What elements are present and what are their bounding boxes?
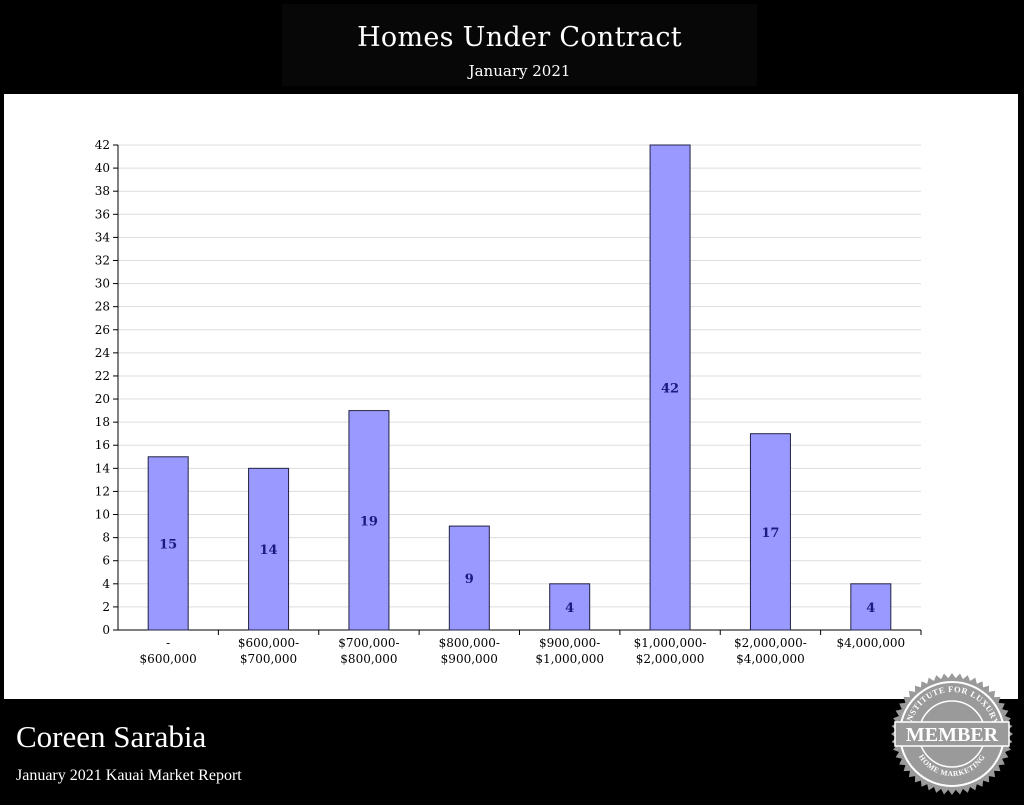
- chart-panel: 0 2 4 6 8 10 12 14 16 18 20 22 24 26 28 30 32 34 36 38 40 42 1…: [4, 94, 1018, 699]
- y-tick-label: 36: [95, 207, 110, 221]
- y-tick-label: 34: [95, 230, 111, 244]
- bar-chart: 0246810121416182022242628303234363840421…: [95, 138, 922, 666]
- member-seal-icon: INSTITUTE FOR LUXURY HOME MARKETING MEMB…: [891, 673, 1013, 795]
- x-tick-label: $2,000,000-$4,000,000: [734, 636, 807, 666]
- x-tick-label: $4,000,000: [836, 636, 905, 650]
- bar: [549, 583, 591, 631]
- bar: [749, 433, 791, 631]
- y-tick-label: 28: [95, 300, 110, 314]
- x-tick-label: -$600,000: [140, 636, 197, 666]
- bar: [649, 144, 691, 631]
- bar: [248, 467, 290, 631]
- y-tick-label: 2: [102, 600, 110, 614]
- y-tick-label: 26: [95, 323, 110, 337]
- bar-value-label: 15: [159, 537, 177, 552]
- x-tick-label: $1,000,000-$2,000,000: [634, 636, 707, 666]
- x-tick-label: $800,000-$900,000: [439, 636, 500, 666]
- y-tick-label: 40: [95, 161, 110, 175]
- y-tick-label: 24: [95, 346, 111, 360]
- y-tick-label: 14: [95, 461, 111, 475]
- report-title: January 2021 Kauai Market Report: [16, 767, 242, 784]
- y-tick-label: 10: [95, 508, 110, 522]
- y-tick-label: 18: [95, 415, 110, 429]
- y-tick-label: 32: [95, 253, 110, 267]
- bar-value-label: 14: [260, 543, 278, 558]
- bar-value-label: 42: [661, 382, 679, 397]
- bar: [850, 583, 892, 631]
- y-tick-label: 16: [95, 438, 110, 452]
- y-tick-label: 20: [95, 392, 110, 406]
- x-tick-label: $700,000-$800,000: [338, 636, 399, 666]
- bar-value-label: 4: [565, 601, 574, 616]
- bar: [448, 525, 490, 631]
- y-tick-label: 22: [95, 369, 110, 383]
- chart-subtitle: January 2021: [468, 62, 571, 80]
- chart-title: Homes Under Contract: [357, 22, 682, 53]
- y-tick-label: 4: [102, 577, 110, 591]
- bar: [147, 456, 189, 631]
- x-tick-label: $600,000-$700,000: [238, 636, 299, 666]
- title-panel: Homes Under Contract January 2021: [282, 4, 757, 86]
- y-tick-label: 0: [102, 623, 110, 637]
- bar-value-label: 4: [866, 601, 875, 616]
- y-tick-label: 12: [95, 484, 110, 498]
- y-tick-label: 30: [95, 277, 110, 291]
- y-tick-label: 38: [95, 184, 110, 198]
- agent-name: Coreen Sarabia: [16, 719, 207, 754]
- bar-value-label: 19: [360, 514, 378, 529]
- y-tick-label: 8: [102, 531, 110, 545]
- bar: [348, 410, 390, 631]
- bar-value-label: 9: [465, 572, 474, 587]
- bar-value-label: 17: [761, 526, 779, 541]
- agent-name-box: Coreen Sarabia: [8, 716, 242, 762]
- y-tick-label: 42: [95, 138, 110, 152]
- seal-text: MEMBER: [906, 724, 999, 746]
- x-tick-label: $900,000-$1,000,000: [535, 636, 604, 666]
- y-tick-label: 6: [102, 554, 110, 568]
